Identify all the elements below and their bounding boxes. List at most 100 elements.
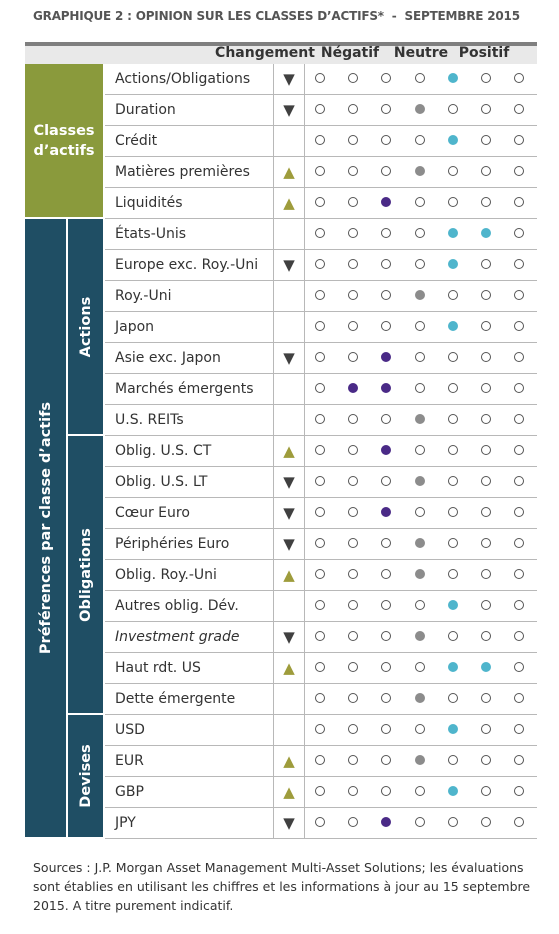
empty-dot (348, 786, 359, 796)
empty-dot (315, 693, 326, 703)
header-neutral: Neutre (393, 45, 449, 61)
filled-dot (447, 600, 458, 610)
row-label: Roy.-Uni (105, 281, 273, 312)
header-positive: Positif (458, 45, 510, 61)
change-arrow: ▼ (283, 349, 295, 367)
empty-dot (348, 414, 359, 424)
header-change: Changement (215, 45, 315, 61)
change-arrow: ▼ (283, 101, 295, 119)
change-cell (273, 684, 305, 715)
empty-dot (381, 662, 392, 672)
empty-dot (447, 197, 458, 207)
empty-dot (513, 817, 524, 827)
change-cell (273, 374, 305, 405)
filled-dot (414, 290, 425, 300)
empty-dot (513, 290, 524, 300)
change-cell: ▼ (273, 467, 305, 498)
empty-dot (381, 290, 392, 300)
dots-cell (305, 95, 537, 126)
filled-dot (348, 383, 359, 393)
empty-dot (315, 724, 326, 734)
empty-dot (414, 352, 425, 362)
empty-dot (348, 476, 359, 486)
change-cell: ▼ (273, 250, 305, 281)
change-arrow: ▼ (283, 256, 295, 274)
empty-dot (348, 631, 359, 641)
empty-dot (348, 228, 359, 238)
change-cell: ▼ (273, 95, 305, 126)
empty-dot (348, 166, 359, 176)
empty-dot (513, 73, 524, 83)
empty-dot (348, 724, 359, 734)
section-block: Préférences par classe d’actifs (25, 219, 68, 839)
empty-dot (414, 662, 425, 672)
empty-dot (381, 135, 392, 145)
filled-dot (447, 724, 458, 734)
change-cell (273, 312, 305, 343)
change-arrow: ▼ (283, 70, 295, 88)
filled-dot (381, 383, 392, 393)
empty-dot (447, 476, 458, 486)
row-label: U.S. REITs (105, 405, 273, 436)
filled-dot (447, 73, 458, 83)
change-cell: ▼ (273, 498, 305, 529)
row-label: États-Unis (105, 219, 273, 250)
filled-dot (480, 662, 491, 672)
dots-cell (305, 746, 537, 777)
empty-dot (513, 259, 524, 269)
empty-dot (414, 197, 425, 207)
empty-dot (348, 507, 359, 517)
empty-dot (414, 135, 425, 145)
empty-dot (315, 290, 326, 300)
empty-dot (315, 383, 326, 393)
change-cell: ▼ (273, 622, 305, 653)
empty-dot (480, 259, 491, 269)
change-arrow: ▲ (283, 442, 295, 460)
row-label: Dette émergente (105, 684, 273, 715)
dots-cell (305, 529, 537, 560)
empty-dot (513, 786, 524, 796)
empty-dot (513, 445, 524, 455)
empty-dot (348, 600, 359, 610)
empty-dot (315, 321, 326, 331)
section-block: Classes d’actifs (25, 64, 105, 219)
empty-dot (315, 507, 326, 517)
filled-dot (414, 693, 425, 703)
empty-dot (513, 476, 524, 486)
filled-dot (381, 352, 392, 362)
empty-dot (480, 817, 491, 827)
filled-dot (414, 104, 425, 114)
empty-dot (348, 290, 359, 300)
filled-dot (381, 197, 392, 207)
empty-dot (381, 476, 392, 486)
empty-dot (315, 662, 326, 672)
empty-dot (480, 786, 491, 796)
dots-cell (305, 343, 537, 374)
empty-dot (480, 600, 491, 610)
empty-dot (513, 724, 524, 734)
empty-dot (513, 631, 524, 641)
empty-dot (381, 321, 392, 331)
empty-dot (447, 290, 458, 300)
empty-dot (513, 755, 524, 765)
dots-cell (305, 374, 537, 405)
dots-cell (305, 188, 537, 219)
empty-dot (381, 724, 392, 734)
empty-dot (315, 166, 326, 176)
dots-cell (305, 157, 537, 188)
empty-dot (414, 383, 425, 393)
row-label: Duration (105, 95, 273, 126)
empty-dot (315, 135, 326, 145)
change-cell: ▼ (273, 808, 305, 839)
row-label: Japon (105, 312, 273, 343)
empty-dot (513, 507, 524, 517)
header-negative: Négatif (320, 45, 380, 61)
change-arrow: ▼ (283, 814, 295, 832)
empty-dot (480, 755, 491, 765)
change-arrow: ▲ (283, 783, 295, 801)
empty-dot (381, 228, 392, 238)
group-block: Obligations (68, 436, 105, 715)
dots-cell (305, 653, 537, 684)
empty-dot (447, 383, 458, 393)
empty-dot (447, 569, 458, 579)
